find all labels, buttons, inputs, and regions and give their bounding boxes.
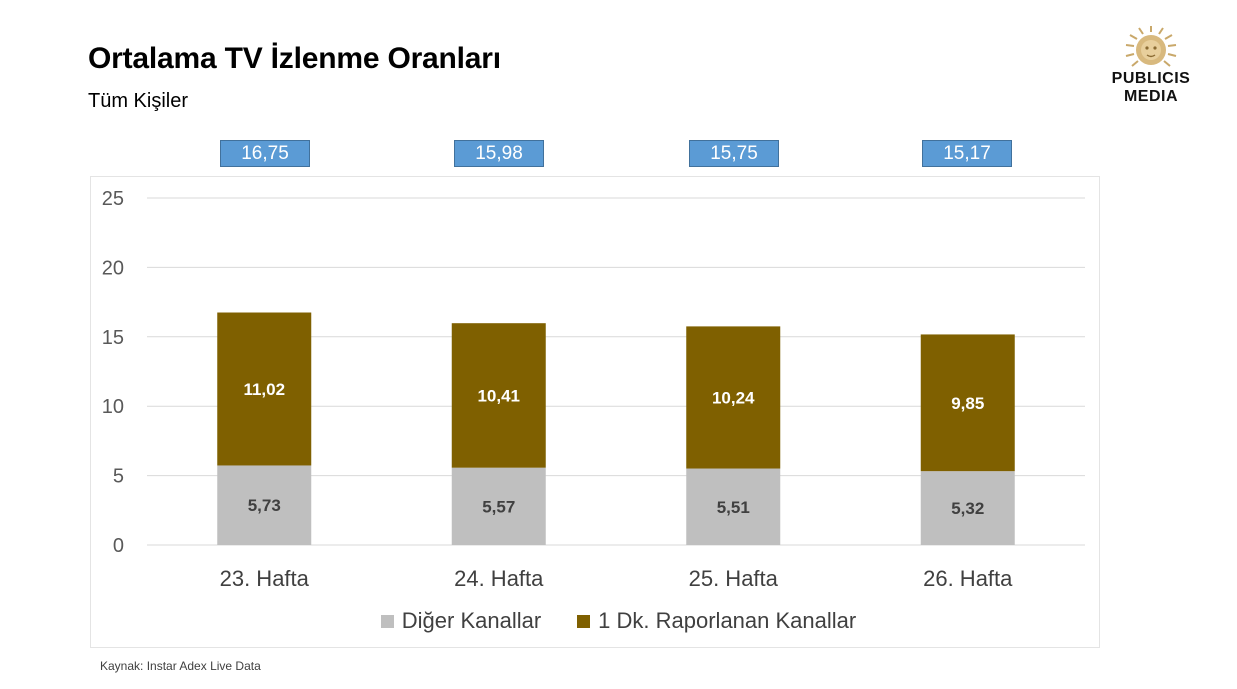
total-label: 15,17	[922, 140, 1012, 167]
data-label: 5,51	[717, 498, 750, 517]
legend-label-other: Diğer Kanallar	[401, 608, 542, 633]
total-label: 15,98	[454, 140, 544, 167]
page-subtitle: Tüm Kişiler	[88, 90, 189, 112]
data-label: 11,02	[243, 380, 285, 399]
y-tick-label: 10	[102, 396, 124, 418]
bar-segment-other	[920, 471, 1015, 545]
y-tick-label: 5	[113, 466, 124, 488]
lion-emblem-icon	[1125, 26, 1177, 67]
data-label: 9,85	[951, 394, 984, 413]
bar-segment-reported	[686, 326, 781, 469]
y-tick-label: 0	[113, 535, 124, 557]
chart-area	[90, 176, 1100, 648]
x-tick-label: 24. Hafta	[454, 566, 544, 591]
data-label: 10,24	[712, 388, 755, 407]
legend-swatch-other	[380, 614, 394, 628]
y-tick-label: 15	[102, 327, 124, 349]
bar-segment-reported	[217, 312, 312, 466]
total-label: 15,75	[689, 140, 779, 167]
legend-item-reported: 1 Dk. Raporlanan Kanallar	[577, 608, 856, 634]
data-label: 5,73	[248, 496, 281, 515]
bar-segment-other	[217, 465, 312, 545]
source-note: Kaynak: Instar Adex Live Data	[100, 659, 261, 673]
legend-item-other: Diğer Kanallar	[380, 608, 542, 634]
logo-text-line1: PUBLICIS	[1111, 70, 1191, 87]
chart-legend: Diğer Kanallar 1 Dk. Raporlanan Kanallar	[0, 608, 1237, 634]
legend-label-reported: 1 Dk. Raporlanan Kanallar	[598, 608, 857, 633]
legend-swatch-reported	[577, 614, 591, 628]
data-label: 5,32	[951, 499, 984, 518]
logo-text-line2: MEDIA	[1123, 88, 1179, 105]
bar-segment-other	[451, 467, 546, 545]
y-tick-label: 25	[102, 188, 124, 210]
x-tick-label: 23. Hafta	[220, 566, 310, 591]
x-tick-label: 26. Hafta	[923, 566, 1013, 591]
total-label: 16,75	[220, 140, 310, 167]
data-label: 5,57	[482, 497, 515, 516]
bar-segment-other	[686, 468, 781, 545]
y-tick-label: 20	[102, 257, 124, 279]
bar-segment-reported	[920, 334, 1015, 472]
page-title: Ortalama TV İzlenme Oranları	[88, 42, 501, 75]
publicis-media-logo: PUBLICIS MEDIA	[1095, 26, 1207, 116]
bar-segment-reported	[451, 323, 546, 468]
x-tick-label: 25. Hafta	[689, 566, 779, 591]
data-label: 10,41	[477, 386, 520, 405]
